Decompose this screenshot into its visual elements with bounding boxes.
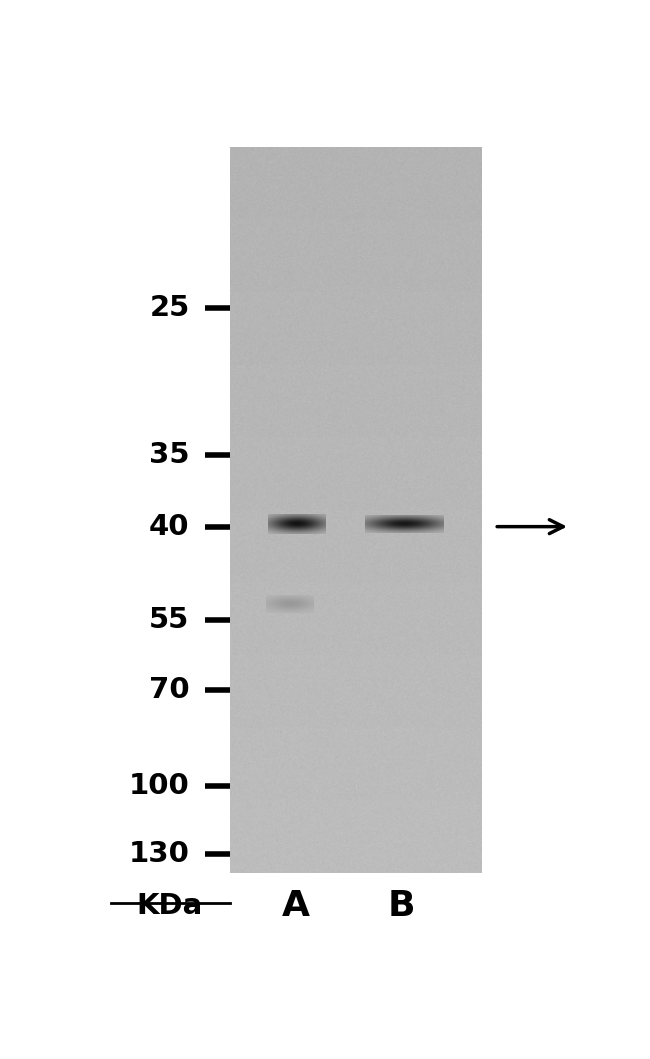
Text: 25: 25 <box>150 294 190 322</box>
Text: 70: 70 <box>149 676 190 704</box>
Text: A: A <box>281 889 309 922</box>
Text: KDa: KDa <box>136 892 203 919</box>
Text: 55: 55 <box>150 607 190 634</box>
Text: 100: 100 <box>129 772 190 800</box>
Text: 35: 35 <box>149 441 190 469</box>
Text: B: B <box>387 889 415 922</box>
Text: 130: 130 <box>129 841 190 868</box>
Text: 40: 40 <box>149 513 190 541</box>
